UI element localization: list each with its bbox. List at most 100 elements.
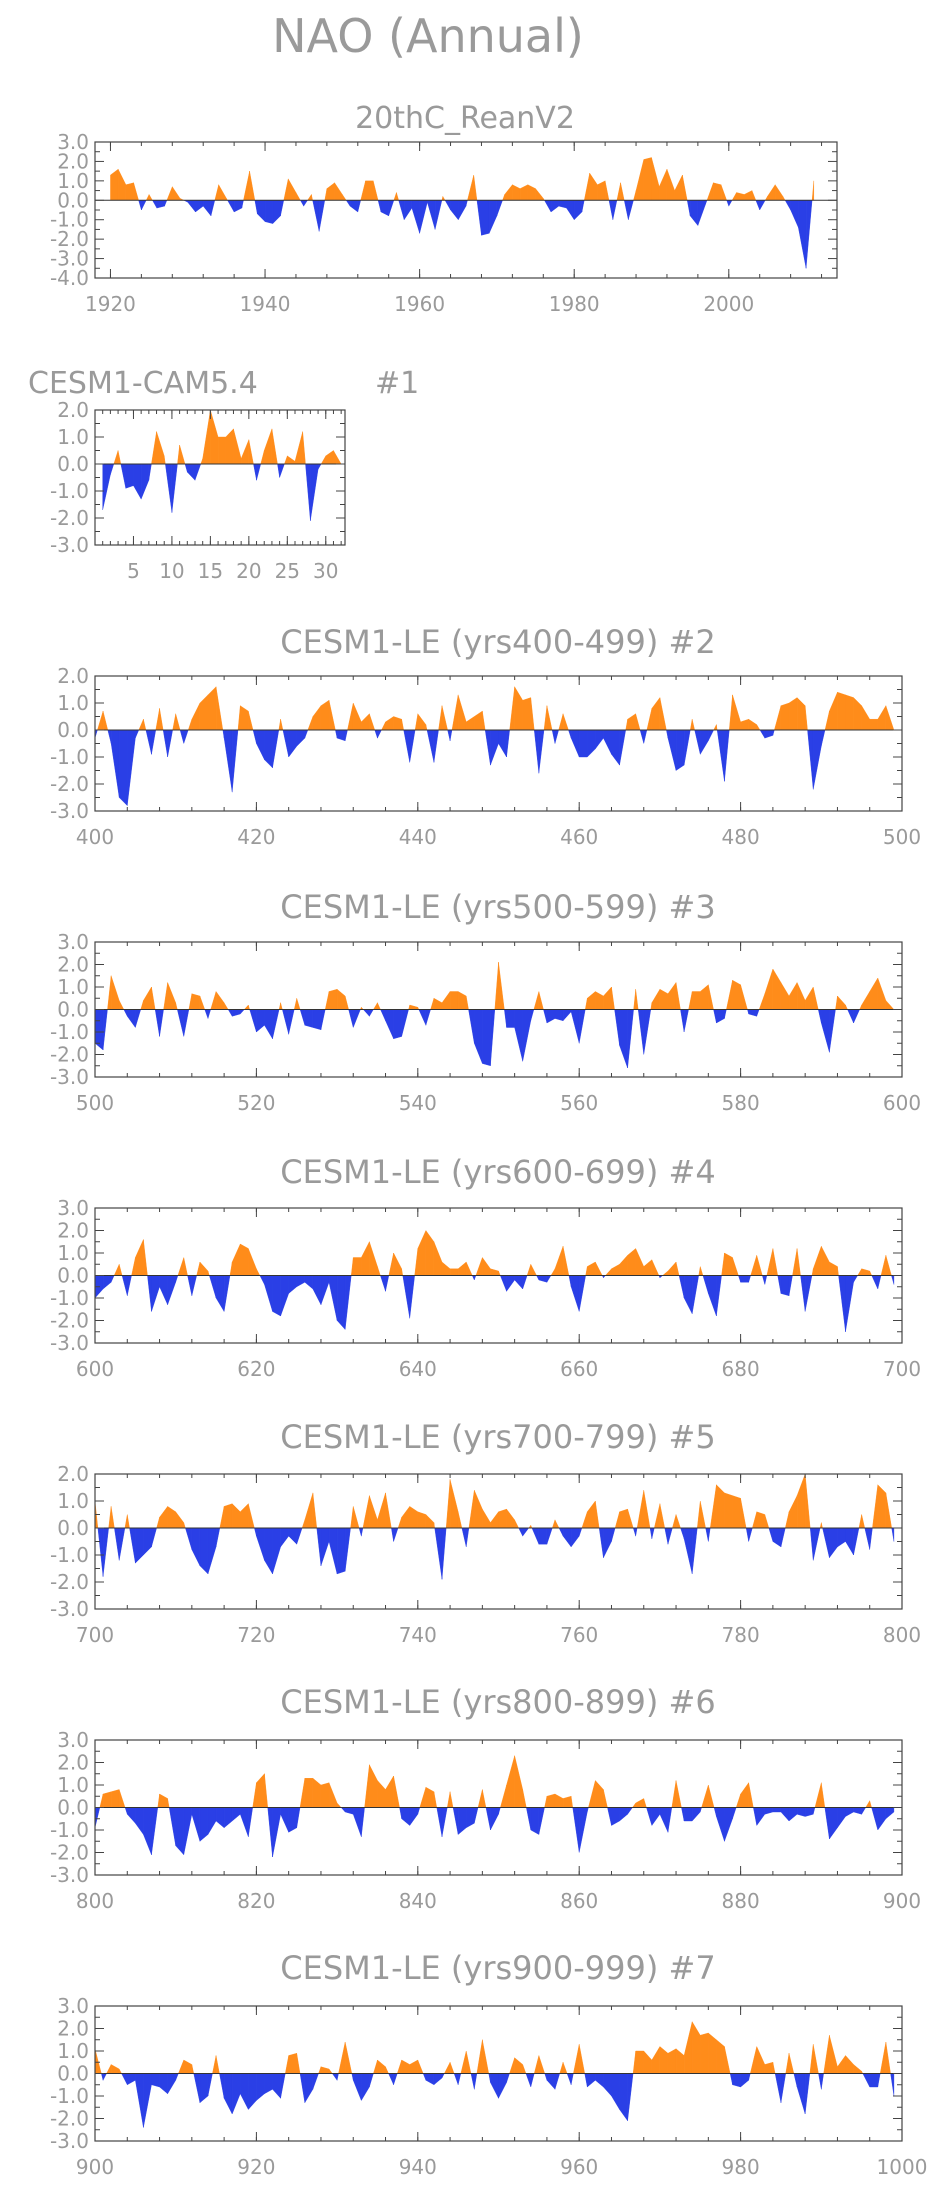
positive-area xyxy=(796,1248,801,1276)
negative-area xyxy=(145,729,152,755)
x-tick-label: 880 xyxy=(722,1889,760,1913)
negative-area xyxy=(853,1527,860,1556)
y-tick-label: -3.0 xyxy=(50,1065,89,1089)
negative-area xyxy=(490,1807,499,1831)
negative-area xyxy=(732,2073,741,2088)
negative-area xyxy=(756,1009,760,1017)
negative-area xyxy=(385,1009,394,1039)
negative-area xyxy=(358,1527,362,1537)
positive-area xyxy=(451,694,459,731)
positive-area xyxy=(788,1495,798,1529)
negative-area xyxy=(299,2073,306,2103)
negative-area xyxy=(544,200,552,213)
positive-area xyxy=(562,2062,568,2074)
negative-area xyxy=(203,200,212,217)
positive-area xyxy=(512,184,521,201)
negative-area xyxy=(102,1009,108,1051)
y-tick-label: 0.0 xyxy=(57,1796,89,1820)
positive-area xyxy=(643,1798,647,1808)
positive-area xyxy=(651,157,660,201)
y-tick-label: 1.0 xyxy=(57,975,89,999)
negative-area xyxy=(678,1275,685,1299)
negative-area xyxy=(191,1527,201,1566)
negative-area xyxy=(522,1527,530,1537)
negative-area xyxy=(223,1275,231,1312)
negative-area xyxy=(457,1807,467,1835)
negative-area xyxy=(824,1807,830,1840)
positive-area xyxy=(845,694,854,731)
positive-area xyxy=(654,1503,661,1529)
y-tick-label: 2.0 xyxy=(57,1219,89,1243)
y-tick-label: 1.0 xyxy=(57,1489,89,1513)
positive-area xyxy=(869,977,878,1010)
positive-area xyxy=(219,1506,225,1529)
positive-area xyxy=(595,991,604,1010)
negative-area xyxy=(331,2073,338,2081)
positive-area xyxy=(417,713,427,731)
negative-area xyxy=(425,1009,431,1026)
negative-area xyxy=(97,1527,104,1577)
y-tick-label: -1.0 xyxy=(50,1543,89,1567)
positive-area xyxy=(543,705,548,731)
y-tick-label: -2.0 xyxy=(50,772,89,796)
negative-area xyxy=(191,1275,197,1296)
positive-area xyxy=(344,2041,353,2074)
positive-area xyxy=(449,1791,454,1808)
positive-area xyxy=(614,1511,620,1529)
positive-area xyxy=(133,182,139,201)
negative-area xyxy=(570,729,580,758)
x-tick-label: 780 xyxy=(722,1623,760,1647)
negative-area xyxy=(231,2073,241,2115)
positive-area xyxy=(554,1793,564,1808)
positive-area xyxy=(143,986,152,1010)
positive-area xyxy=(667,1261,677,1276)
positive-area xyxy=(611,1263,620,1276)
negative-area xyxy=(821,729,826,747)
positive-area xyxy=(697,1500,701,1529)
negative-area xyxy=(425,2073,435,2086)
positive-area xyxy=(476,2039,483,2074)
negative-area xyxy=(127,2073,136,2086)
positive-area xyxy=(207,686,217,731)
negative-area xyxy=(233,200,243,213)
positive-area xyxy=(732,1495,741,1529)
positive-area xyxy=(328,1782,338,1808)
negative-area xyxy=(102,1275,112,1290)
negative-area xyxy=(252,729,257,744)
positive-area xyxy=(373,180,379,201)
negative-area xyxy=(809,1527,814,1561)
negative-area xyxy=(194,463,202,481)
negative-area xyxy=(651,1527,655,1539)
negative-area xyxy=(788,1275,793,1296)
positive-area xyxy=(200,458,203,465)
negative-area xyxy=(804,2073,811,2115)
negative-area xyxy=(154,1009,160,1037)
negative-area xyxy=(135,2073,144,2128)
negative-area xyxy=(240,1807,249,1837)
negative-area xyxy=(147,1275,152,1312)
positive-area xyxy=(785,1511,790,1529)
positive-area xyxy=(837,995,846,1010)
positive-area xyxy=(835,995,838,1010)
positive-area xyxy=(774,184,784,201)
positive-area xyxy=(140,1000,144,1010)
negative-area xyxy=(877,1275,882,1290)
negative-area xyxy=(793,2073,798,2088)
positive-area xyxy=(603,1789,608,1808)
negative-area xyxy=(328,1527,338,1574)
positive-area xyxy=(369,1495,378,1529)
positive-area xyxy=(401,2059,410,2074)
positive-area xyxy=(764,1514,770,1529)
positive-area xyxy=(381,721,386,731)
negative-area xyxy=(264,200,273,224)
positive-area xyxy=(138,719,144,731)
positive-area xyxy=(504,184,513,201)
positive-area xyxy=(587,991,596,1010)
positive-area xyxy=(720,184,727,201)
negative-area xyxy=(504,1009,507,1028)
negative-area xyxy=(772,1807,782,1813)
negative-area xyxy=(837,1527,846,1548)
positive-area xyxy=(675,1780,682,1808)
negative-area xyxy=(349,200,358,213)
negative-area xyxy=(800,1275,806,1312)
